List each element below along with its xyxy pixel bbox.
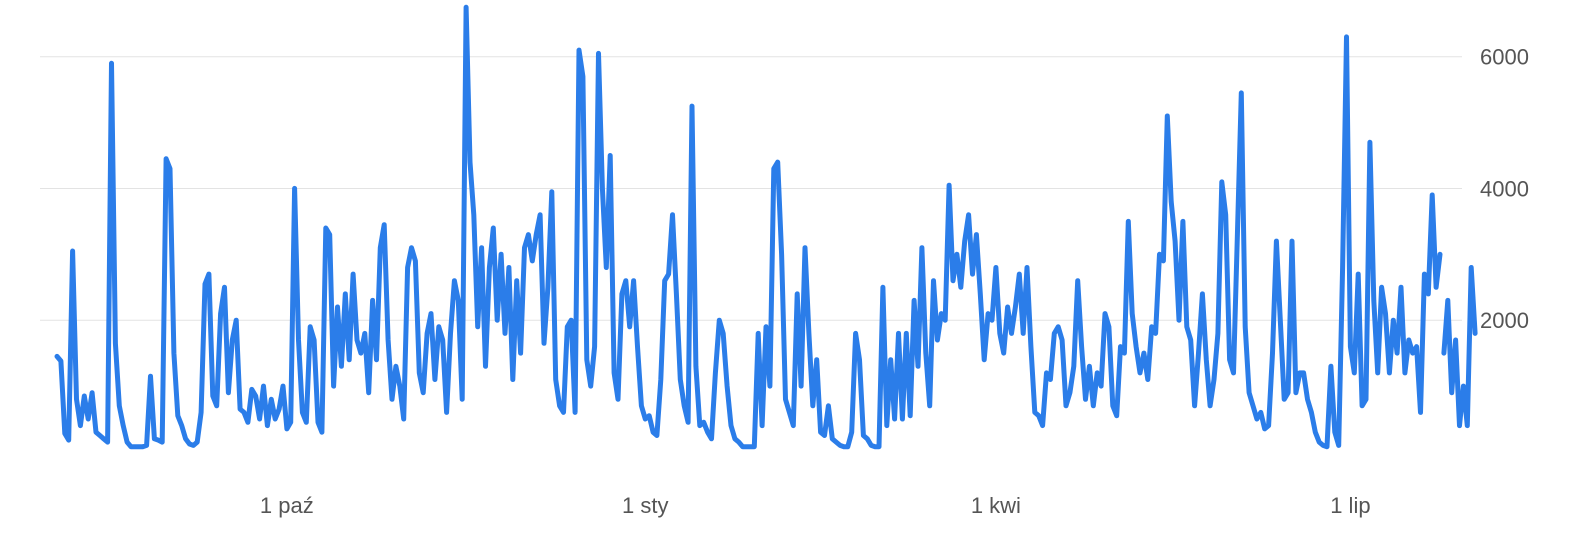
series-line-1 (54, 4, 1443, 450)
x-tick-label: 1 paź (260, 493, 314, 518)
series-lines (54, 4, 1478, 450)
x-tick-label: 1 lip (1330, 493, 1370, 518)
y-tick-label: 4000 (1480, 176, 1529, 201)
series-line-2 (1441, 265, 1478, 429)
x-tick-label: 1 kwi (971, 493, 1021, 518)
x-axis-tick-labels: 1 paź 1 sty 1 kwi 1 lip (260, 493, 1371, 518)
gridlines (40, 56, 1462, 321)
y-axis-tick-labels: 2000 4000 6000 (1480, 45, 1529, 334)
y-tick-label: 2000 (1480, 308, 1529, 333)
x-tick-label: 1 sty (622, 493, 668, 518)
y-tick-label: 6000 (1480, 45, 1529, 70)
